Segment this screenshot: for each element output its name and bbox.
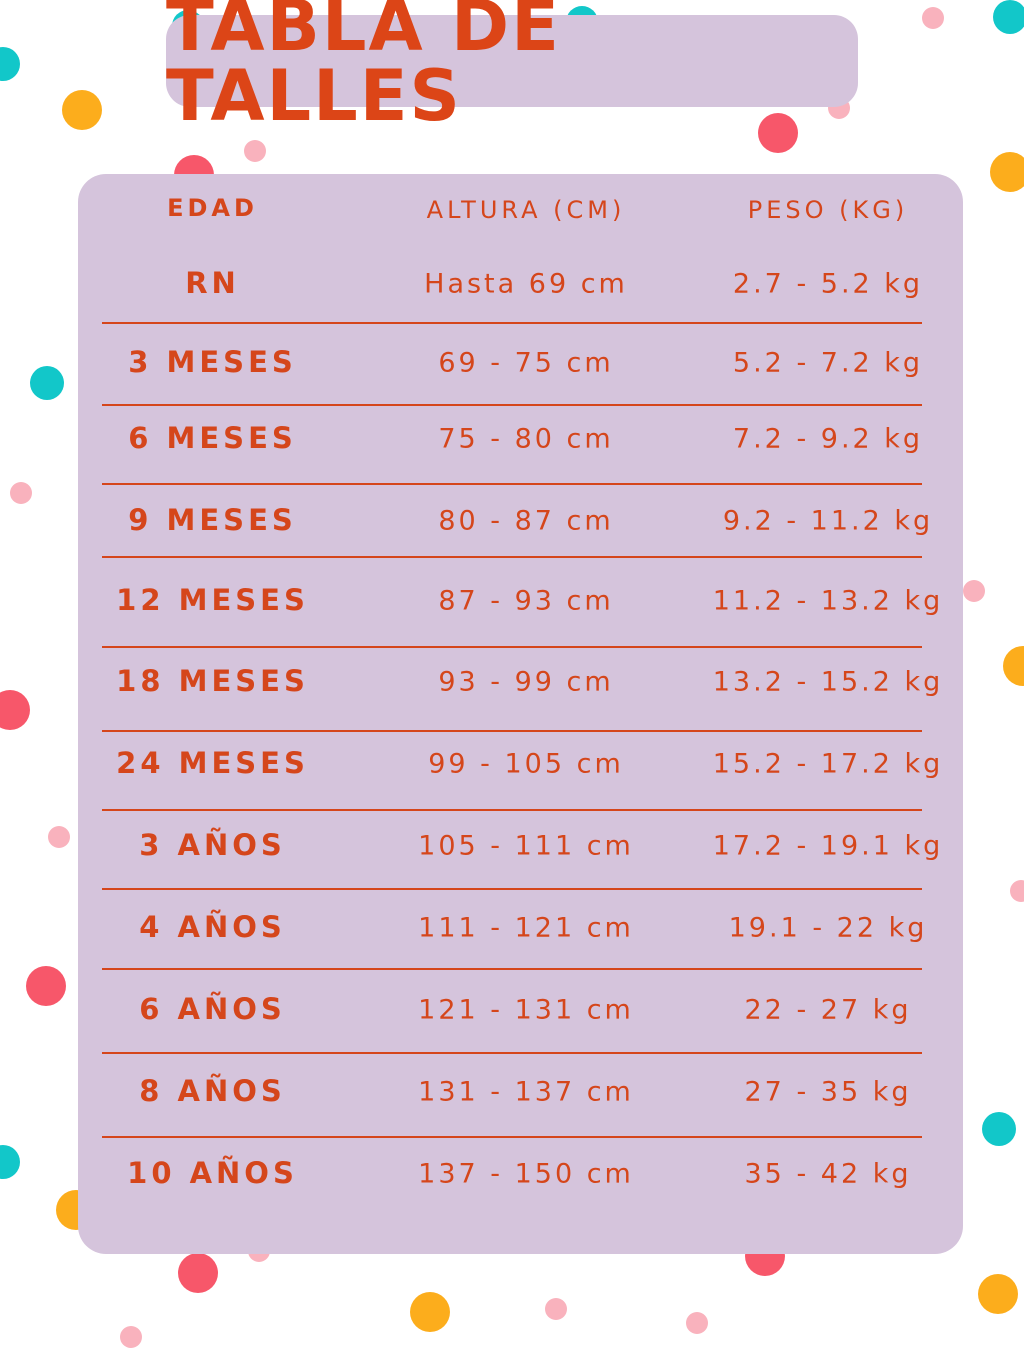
row-age: 18 MESES xyxy=(116,664,309,698)
row-height: 121 - 131 cm xyxy=(418,994,634,1026)
confetti-dot xyxy=(686,1312,708,1334)
confetti-dot xyxy=(26,966,66,1006)
row-age: 10 AÑOS xyxy=(127,1156,298,1190)
confetti-dot xyxy=(1010,880,1024,902)
row-weight: 15.2 - 17.2 kg xyxy=(712,748,944,780)
row-divider xyxy=(102,483,922,485)
row-weight: 17.2 - 19.1 kg xyxy=(712,830,944,862)
row-age: 8 AÑOS xyxy=(139,1074,286,1108)
row-weight: 7.2 - 9.2 kg xyxy=(732,423,924,455)
row-weight: 22 - 27 kg xyxy=(744,994,912,1026)
row-weight: 19.1 - 22 kg xyxy=(728,912,928,944)
title-banner: TABLA DE TALLES xyxy=(166,0,858,131)
row-height: 99 - 105 cm xyxy=(428,748,624,780)
row-divider xyxy=(102,322,922,324)
row-age: 6 AÑOS xyxy=(139,992,286,1026)
row-age: 6 MESES xyxy=(128,421,297,455)
row-age: RN xyxy=(185,266,240,300)
confetti-dot xyxy=(1003,646,1024,686)
row-height: 131 - 137 cm xyxy=(418,1076,634,1108)
confetti-dot xyxy=(0,47,20,81)
confetti-dot xyxy=(120,1326,142,1348)
confetti-dot xyxy=(62,90,102,130)
row-height: 105 - 111 cm xyxy=(418,830,634,862)
row-divider xyxy=(102,404,922,406)
confetti-dot xyxy=(244,140,266,162)
row-height: 80 - 87 cm xyxy=(438,505,614,537)
confetti-dot xyxy=(0,1145,20,1179)
row-weight: 11.2 - 13.2 kg xyxy=(712,585,944,617)
row-weight: 27 - 35 kg xyxy=(744,1076,912,1108)
confetti-dot xyxy=(178,1253,218,1293)
row-weight: 13.2 - 15.2 kg xyxy=(712,666,944,698)
row-divider xyxy=(102,1052,922,1054)
confetti-dot xyxy=(410,1292,450,1332)
row-height: 137 - 150 cm xyxy=(418,1158,634,1190)
row-height: 69 - 75 cm xyxy=(438,347,614,379)
row-divider xyxy=(102,1136,922,1138)
confetti-dot xyxy=(990,152,1024,192)
row-height: Hasta 69 cm xyxy=(424,268,628,300)
row-divider xyxy=(102,968,922,970)
header-age: EDAD xyxy=(167,194,258,222)
row-divider xyxy=(102,730,922,732)
row-height: 87 - 93 cm xyxy=(438,585,614,617)
row-age: 4 AÑOS xyxy=(139,910,286,944)
confetti-dot xyxy=(10,482,32,504)
row-divider xyxy=(102,556,922,558)
size-table: EDAD ALTURA (CM) PESO (KG) RN Hasta 69 c… xyxy=(78,174,963,1254)
row-height: 111 - 121 cm xyxy=(418,912,634,944)
confetti-dot xyxy=(982,1112,1016,1146)
confetti-dot xyxy=(978,1274,1018,1314)
row-weight: 35 - 42 kg xyxy=(744,1158,912,1190)
confetti-dot xyxy=(922,7,944,29)
row-age: 12 MESES xyxy=(116,583,309,617)
confetti-dot xyxy=(545,1298,567,1320)
row-age: 9 MESES xyxy=(128,503,297,537)
confetti-dot xyxy=(963,580,985,602)
row-age: 3 MESES xyxy=(128,345,297,379)
row-weight: 2.7 - 5.2 kg xyxy=(732,268,924,300)
confetti-dot xyxy=(758,113,798,153)
confetti-dot xyxy=(30,366,64,400)
row-age: 24 MESES xyxy=(116,746,309,780)
confetti-dot xyxy=(0,690,30,730)
row-divider xyxy=(102,646,922,648)
row-age: 3 AÑOS xyxy=(139,828,286,862)
page-title: TABLA DE TALLES xyxy=(166,0,561,137)
row-divider xyxy=(102,809,922,811)
row-weight: 9.2 - 11.2 kg xyxy=(722,505,934,537)
row-height: 93 - 99 cm xyxy=(438,666,614,698)
header-height: ALTURA (CM) xyxy=(426,196,626,224)
header-weight: PESO (KG) xyxy=(747,196,909,224)
row-height: 75 - 80 cm xyxy=(438,423,614,455)
confetti-dot xyxy=(993,0,1024,34)
row-weight: 5.2 - 7.2 kg xyxy=(732,347,924,379)
confetti-dot xyxy=(48,826,70,848)
row-divider xyxy=(102,888,922,890)
